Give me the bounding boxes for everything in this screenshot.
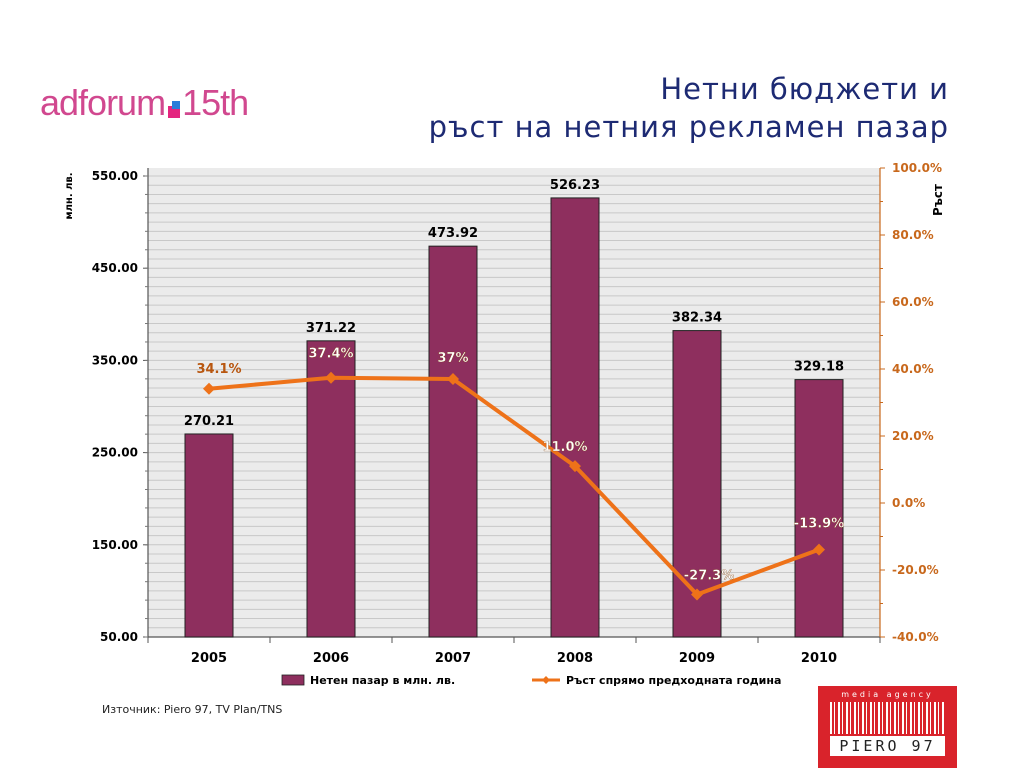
piero97-logo: media agency PIERO 97 bbox=[818, 686, 957, 768]
legend-line-label: Ръст спрямо предходната година bbox=[566, 674, 781, 687]
growth-line bbox=[208, 375, 820, 597]
adforum-logo: adforum 15th bbox=[40, 82, 249, 124]
adforum-logo-15th: 15th bbox=[182, 82, 249, 123]
y-tick-label: 450.00 bbox=[92, 261, 138, 275]
legend-line-marker bbox=[542, 676, 550, 684]
y-tick-label: 50.00 bbox=[100, 630, 138, 644]
y-tick-label: 550.00 bbox=[92, 169, 138, 183]
bar-value-label: 329.18 bbox=[794, 360, 844, 375]
growth-label: -27.3% bbox=[684, 568, 735, 583]
y2-tick-label: 20.0% bbox=[892, 429, 934, 443]
growth-label: -13.9% bbox=[794, 517, 845, 532]
growth-point bbox=[203, 382, 215, 395]
y-tick-label: 150.00 bbox=[92, 538, 138, 552]
growth-point bbox=[447, 373, 459, 386]
chart: 550.00 450.00 350.00 250.00 150.00 50.00 100.0… bbox=[64, 161, 945, 687]
bar-value-label: 371.22 bbox=[306, 321, 356, 336]
growth-point bbox=[325, 371, 337, 384]
bar bbox=[184, 433, 234, 638]
growth-label: 11.0% bbox=[542, 440, 587, 455]
source-note: Източник: Piero 97, TV Plan/TNS bbox=[102, 703, 283, 716]
page-title-line2: ръст на нетния рекламен пазар bbox=[428, 110, 949, 144]
y2-tick-label: 80.0% bbox=[892, 228, 934, 242]
y2-axis-title: Ръст bbox=[931, 184, 945, 216]
y2-tick-label: 60.0% bbox=[892, 295, 934, 309]
bar-value-label: 382.34 bbox=[672, 311, 722, 326]
y2-tick-label: 0.0% bbox=[892, 496, 925, 510]
y2-tick-label: -20.0% bbox=[892, 563, 939, 577]
y2-tick-label: -40.0% bbox=[892, 630, 939, 644]
barcode-icon bbox=[830, 702, 945, 734]
plot-area bbox=[148, 168, 880, 637]
growth-point bbox=[569, 460, 581, 473]
legend-bar-swatch bbox=[281, 674, 305, 686]
y2-tick-label: 40.0% bbox=[892, 362, 934, 376]
piero97-name: PIERO 97 bbox=[830, 736, 945, 756]
piero97-tagline: media agency bbox=[841, 690, 934, 699]
y-tick-label: 250.00 bbox=[92, 446, 138, 460]
bar bbox=[306, 340, 356, 638]
y2-tick-label: 100.0% bbox=[892, 161, 942, 175]
y-tick-label: 350.00 bbox=[92, 353, 138, 367]
adforum-logo-text: adforum bbox=[40, 82, 166, 123]
y-axis-title: млн. лв. bbox=[64, 172, 75, 219]
x-tick-label: 2005 bbox=[191, 651, 227, 666]
x-tick-label: 2006 bbox=[313, 651, 349, 666]
bar-value-label: 526.23 bbox=[550, 178, 600, 193]
x-tick-label: 2009 bbox=[679, 651, 715, 666]
growth-label: 34.1% bbox=[196, 362, 241, 377]
x-tick-label: 2007 bbox=[435, 651, 471, 666]
bar-value-label: 473.92 bbox=[428, 226, 478, 241]
x-tick-label: 2010 bbox=[801, 651, 837, 666]
page-title: Нетни бюджети и ръст на нетния рекламен … bbox=[429, 70, 949, 146]
legend-bar-label: Нетен пазар в млн. лв. bbox=[310, 674, 455, 687]
growth-point bbox=[813, 543, 825, 556]
growth-point bbox=[691, 588, 703, 601]
bar bbox=[550, 197, 600, 638]
adforum-square-icon bbox=[168, 101, 181, 118]
x-tick-label: 2008 bbox=[557, 651, 593, 666]
bar bbox=[672, 330, 722, 638]
bar bbox=[428, 245, 478, 638]
growth-label: 37.4% bbox=[308, 347, 353, 362]
bar-value-label: 270.21 bbox=[184, 414, 234, 429]
growth-label: 37% bbox=[437, 351, 468, 366]
bar bbox=[794, 379, 844, 638]
page-title-line1: Нетни бюджети и bbox=[660, 72, 949, 106]
